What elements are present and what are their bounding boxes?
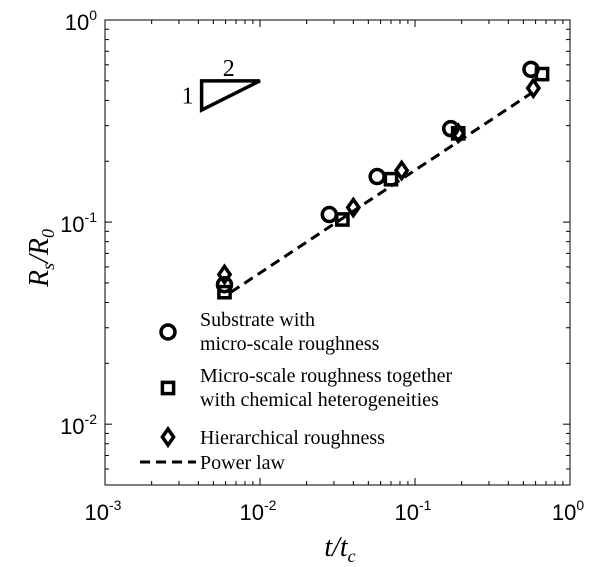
x-tick-label: 10-1 [395, 497, 432, 525]
data-point-diamond [393, 159, 410, 182]
legend-label: Power law [200, 452, 286, 474]
y-tick-label: 100 [65, 7, 97, 35]
slope-triangle: 21 [182, 56, 261, 113]
data-point-diamond [525, 77, 542, 100]
data-point-circle [215, 275, 234, 294]
data-point-diamond [345, 196, 362, 219]
power-law-line [230, 86, 540, 294]
data-point-diamond [216, 263, 233, 286]
slope-triangle-shape [199, 79, 261, 113]
y-axis-label: Rs/R0 [24, 229, 58, 288]
legend-marker-circle [159, 323, 177, 341]
x-axis-ticks: 10-3 10-2 10-1 100 [85, 497, 585, 525]
data-points [215, 60, 550, 300]
slope-rise-label: 1 [182, 83, 194, 109]
legend-item-diamond: Hierarchical roughness [160, 425, 385, 449]
slope-run-label: 2 [223, 56, 235, 82]
legend-marker-square [160, 380, 176, 396]
data-point-square [335, 212, 350, 227]
data-point-circle [320, 205, 339, 224]
legend-label: with chemical heterogeneities [200, 389, 439, 411]
data-point-square [217, 284, 232, 300]
y-tick-label: 10-2 [60, 411, 97, 439]
x-tick-label: 10-2 [240, 497, 277, 525]
power-law-fit [230, 86, 540, 294]
x-tick-label: 10-3 [85, 497, 122, 525]
x-axis-label: t/tc [324, 532, 355, 566]
series-square [217, 66, 550, 300]
series-circle [215, 60, 540, 294]
legend-item-power-law: Power law [140, 452, 286, 474]
data-point-square [534, 66, 550, 82]
data-point-circle [368, 167, 386, 186]
legend-label: Micro-scale roughness together [200, 365, 452, 387]
plot-frame [104, 19, 571, 486]
x-tick-label: 100 [552, 497, 584, 525]
data-point-square [383, 171, 399, 187]
y-axis-ticks: 10-2 10-1 100 [60, 7, 97, 439]
plot-area [104, 19, 571, 486]
legend-label: micro-scale roughness [200, 333, 380, 355]
tick-marks [104, 19, 571, 486]
data-point-diamond [450, 122, 466, 145]
legend-label: Substrate with [200, 309, 315, 331]
legend-label: Hierarchical roughness [200, 427, 385, 449]
legend-marker-diamond [160, 425, 176, 449]
series-diamond [216, 77, 542, 286]
y-tick-label: 10-1 [60, 209, 97, 237]
